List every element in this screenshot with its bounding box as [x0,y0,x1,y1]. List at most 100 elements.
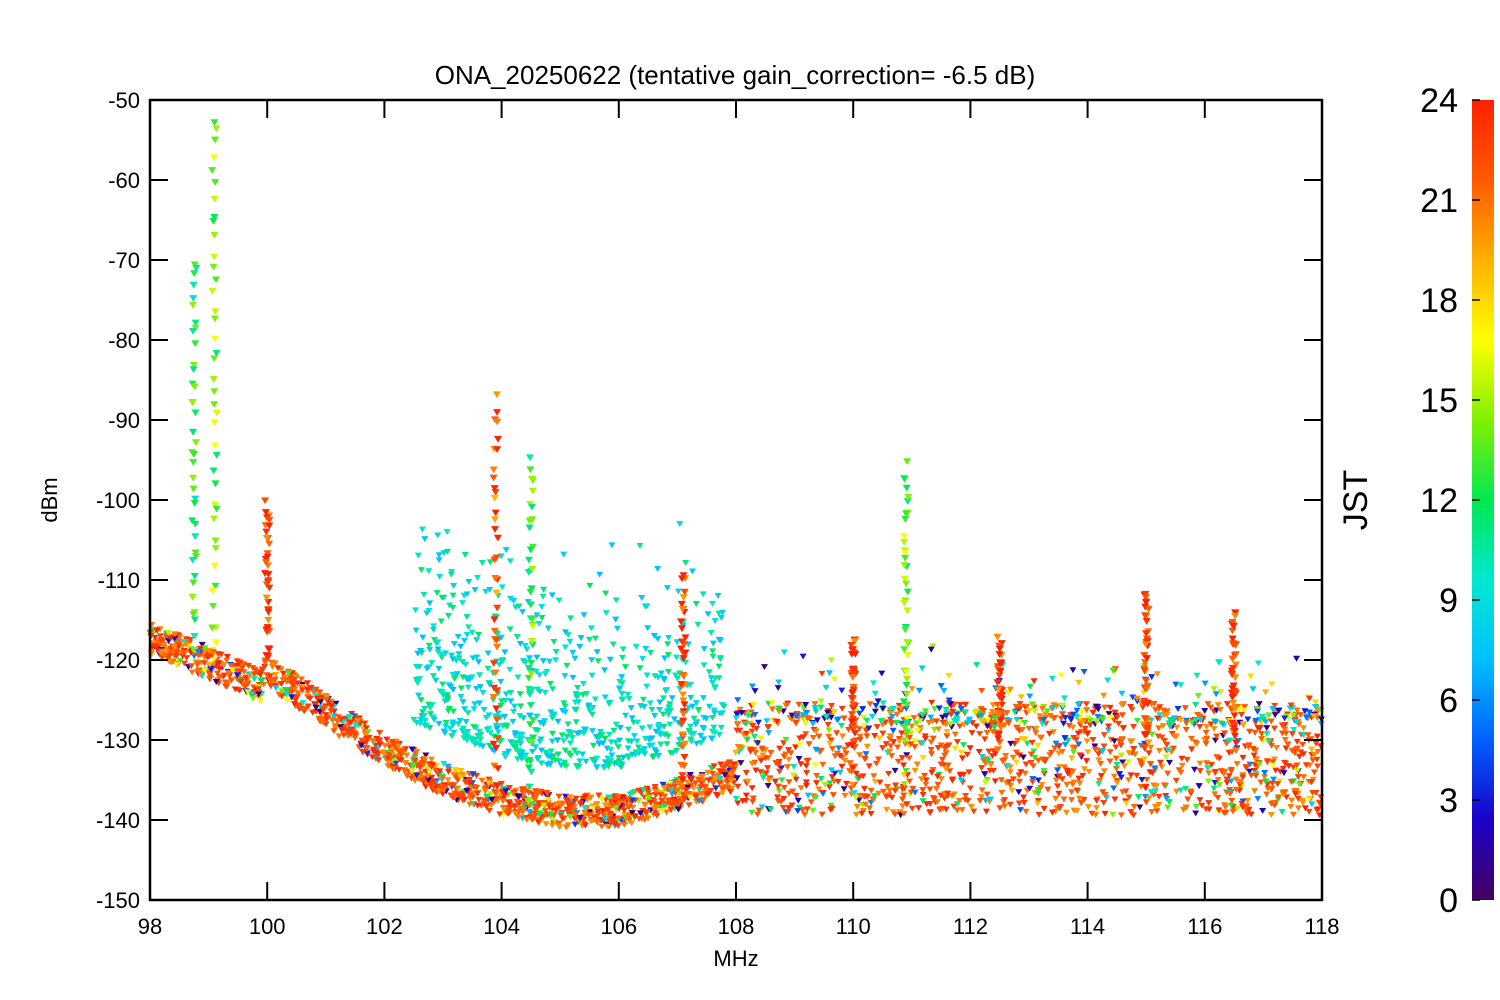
data-point [552,657,560,664]
data-point [751,688,759,695]
data-point [1085,768,1093,775]
data-point [1075,775,1083,782]
data-point [792,713,800,720]
data-point [1263,725,1271,732]
data-point [849,738,858,746]
data-point [790,763,798,770]
data-point [462,718,470,725]
data-point [674,588,682,595]
data-point [192,265,201,272]
data-point [619,799,627,806]
data-point [813,773,821,779]
data-point [482,588,490,595]
data-point [605,731,613,738]
data-point [1172,788,1180,795]
data-point [1250,752,1258,759]
data-point [282,691,290,698]
data-point [306,695,314,702]
data-point [501,753,509,760]
data-point [1293,655,1301,662]
data-point [1080,766,1088,773]
data-point [501,649,509,656]
data-point [1013,724,1021,731]
data-point [493,409,502,416]
data-point [1086,722,1094,728]
data-point [278,688,286,695]
data-point [503,723,511,730]
data-point [694,621,702,628]
data-point [1164,804,1172,811]
data-point [840,786,848,793]
data-point [715,731,723,738]
data-point [492,391,501,399]
data-point [929,795,937,802]
data-point [794,808,802,815]
data-point [1299,741,1307,748]
data-point [460,637,468,644]
data-point [528,487,537,495]
data-point [1282,794,1290,801]
data-point [1051,745,1059,752]
data-point [210,154,219,162]
data-point [629,751,637,758]
data-point [588,728,596,735]
data-point [677,575,686,583]
data-point [848,781,856,788]
data-point [679,655,688,662]
data-point [643,683,651,690]
data-point [593,764,601,771]
data-point [1267,812,1275,819]
data-point [522,788,530,795]
data-point [348,727,356,734]
data-point [332,700,340,707]
data-point [863,717,871,724]
data-point [727,777,735,784]
data-point [425,642,433,649]
data-point [519,715,527,722]
data-point [263,553,272,561]
data-point [748,809,756,816]
data-point [189,485,198,493]
data-point [1233,805,1241,812]
data-point [996,805,1004,812]
data-point [1215,807,1223,814]
data-point [960,742,968,749]
data-point [439,692,447,699]
data-point [851,650,860,658]
data-point [182,641,190,648]
data-point [1113,780,1121,787]
data-point [1074,701,1082,708]
data-point [825,727,833,734]
data-point [601,764,609,771]
x-tick-label: 112 [953,914,988,939]
data-point [418,777,426,784]
data-point [424,773,432,780]
data-point [428,660,436,667]
data-point [526,546,535,554]
data-point [490,556,499,564]
data-point [516,691,524,698]
data-point [1078,719,1086,726]
data-point [589,705,597,711]
data-point [748,760,756,767]
data-point [411,757,419,764]
data-point [850,725,859,733]
data-point [1305,709,1313,716]
data-point [1124,759,1132,766]
data-point [524,556,533,564]
data-point [1203,760,1211,767]
data-point [388,738,396,745]
data-point [1269,759,1277,766]
data-point [986,767,994,774]
data-point [937,776,945,783]
data-point [886,748,894,755]
data-point [686,723,694,730]
x-axis: 98 100 102 104 106 108 110 112 114 116 118 [138,100,1340,939]
data-point [562,824,570,831]
data-point [734,697,742,704]
data-point [435,552,443,559]
data-point [1228,797,1236,804]
data-point [428,761,436,768]
data-point [1239,774,1247,781]
data-point [1210,785,1218,792]
